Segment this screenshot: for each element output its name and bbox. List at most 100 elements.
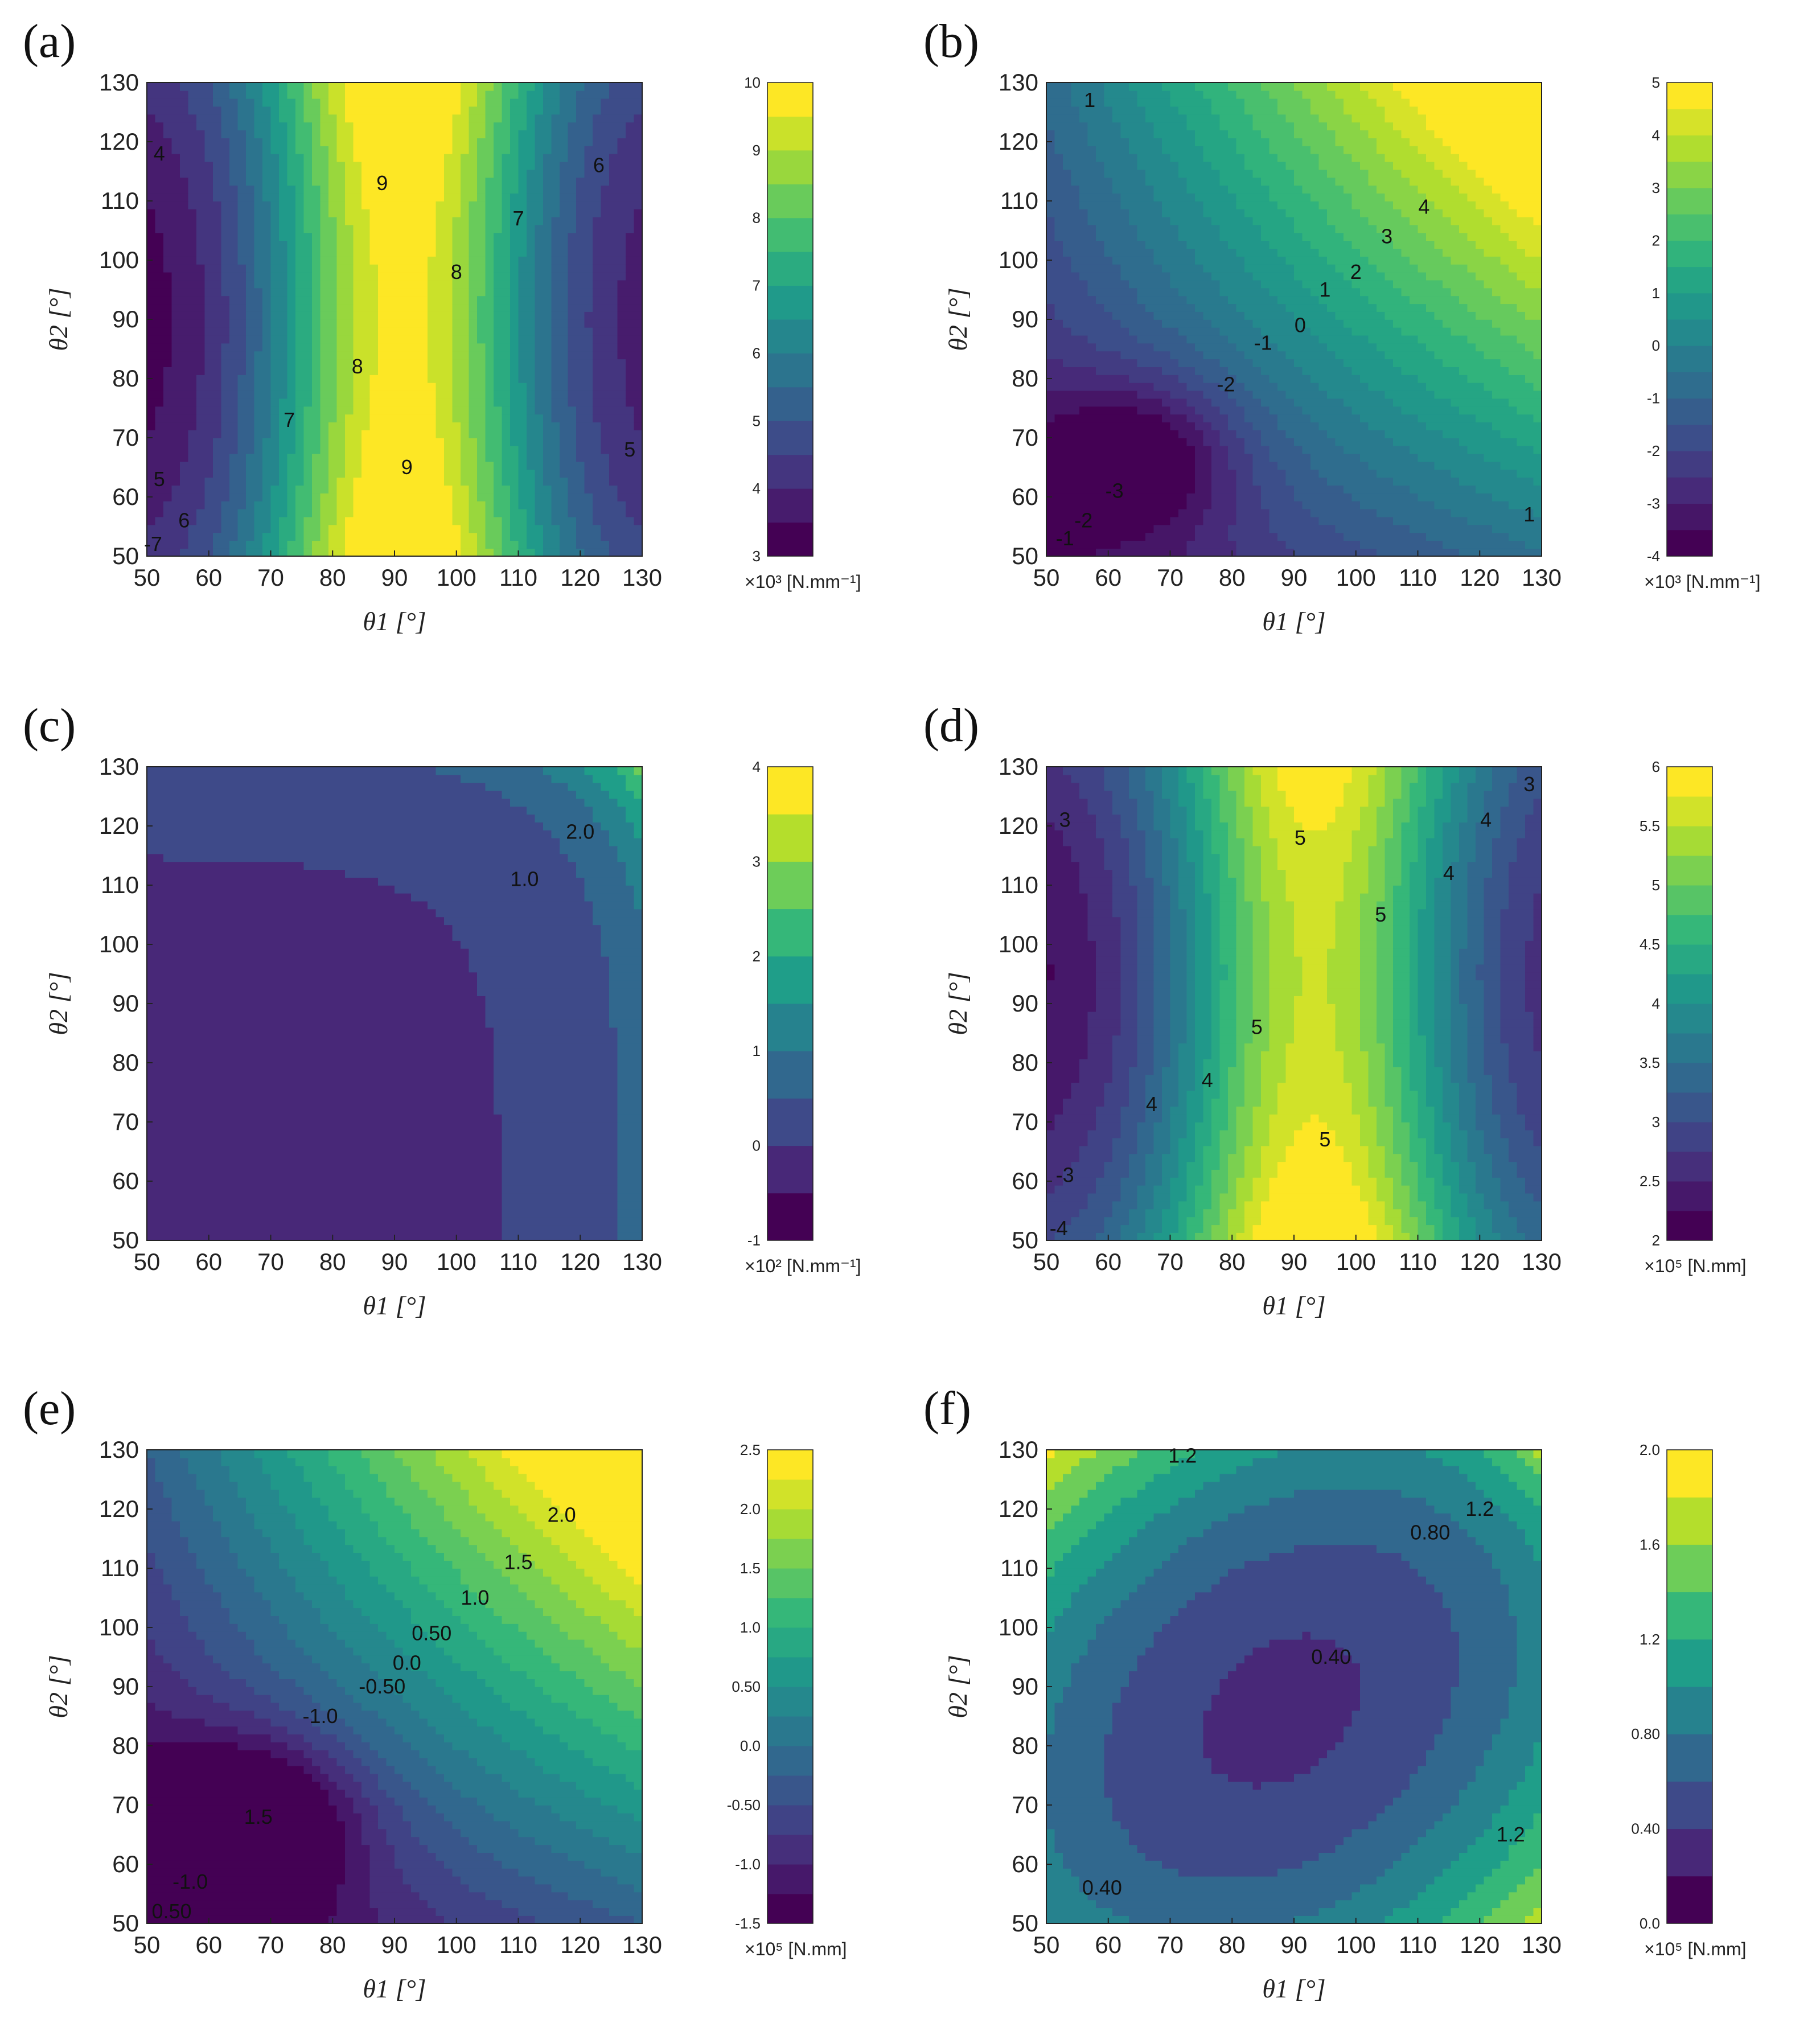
field-cell [369, 532, 379, 541]
field-cell [1054, 177, 1063, 186]
field-cell [270, 335, 280, 344]
field-cell [1170, 540, 1179, 549]
field-cell [1195, 106, 1204, 115]
field-cell [237, 303, 246, 312]
field-cell [1120, 445, 1129, 454]
field-cell [1203, 264, 1212, 273]
field-cell [287, 516, 296, 525]
field-cell [369, 201, 379, 209]
field-cell [320, 161, 329, 170]
field-cell [634, 98, 643, 107]
field-cell [518, 445, 527, 454]
field-cell [1096, 524, 1105, 533]
field-cell [155, 185, 164, 194]
field-cell [287, 138, 296, 146]
field-cell [560, 248, 569, 257]
field-cell [551, 548, 560, 557]
field-cell [617, 500, 626, 509]
field-cell [254, 485, 263, 494]
field-cell [601, 351, 610, 360]
field-cell [1186, 311, 1195, 320]
field-cell [386, 130, 395, 138]
field-cell [171, 406, 180, 415]
field-cell [518, 359, 527, 367]
field-cell [593, 303, 602, 312]
field-cell [402, 493, 412, 501]
field-cell [213, 524, 222, 533]
field-cell [402, 240, 412, 249]
field-cell [1162, 161, 1171, 170]
field-cell [1063, 122, 1072, 130]
field-cell [279, 359, 288, 367]
field-cell [204, 540, 213, 549]
field-cell [634, 232, 643, 241]
field-cell [502, 83, 511, 91]
field-cell [576, 319, 585, 328]
field-cell [171, 185, 180, 194]
field-cell [510, 177, 519, 186]
field-cell [1120, 540, 1129, 549]
field-cell [155, 438, 164, 446]
field-cell [411, 256, 420, 265]
field-cell [1104, 524, 1113, 533]
field-cell [1162, 540, 1171, 549]
field-cell [246, 83, 255, 91]
field-cell [485, 240, 494, 249]
field-cell [1186, 508, 1195, 517]
field-cell [477, 485, 486, 494]
field-cell [1162, 493, 1171, 501]
field-cell [1178, 422, 1188, 430]
field-cell [494, 130, 503, 138]
field-cell [1129, 469, 1138, 478]
field-cell [1112, 548, 1121, 557]
field-cell [386, 287, 395, 297]
field-cell [634, 469, 643, 478]
field-cell [328, 327, 338, 336]
field-cell [270, 493, 280, 501]
field-cell [312, 461, 321, 470]
field-cell [213, 122, 222, 130]
field-cell [155, 193, 164, 202]
field-cell [196, 106, 206, 115]
field-cell [1211, 224, 1221, 233]
field-cell [229, 311, 239, 320]
field-cell [1203, 193, 1212, 202]
field-cell [461, 169, 470, 178]
y-tick-label: 130 [99, 69, 139, 96]
field-cell [609, 453, 618, 462]
field-cell [1145, 335, 1155, 344]
field-cell [229, 359, 239, 367]
field-cell [576, 422, 585, 430]
field-cell [270, 477, 280, 486]
field-cell [328, 122, 338, 130]
field-cell [246, 438, 255, 446]
field-cell [419, 485, 428, 494]
field-cell [494, 319, 503, 328]
field-cell [560, 485, 569, 494]
field-cell [1112, 390, 1121, 399]
field-cell [402, 500, 412, 509]
field-cell [1104, 106, 1113, 115]
field-cell [1063, 375, 1072, 383]
field-cell [163, 319, 172, 328]
field-cell [254, 406, 263, 415]
field-cell [229, 216, 239, 225]
field-cell [1203, 177, 1212, 186]
field-cell [518, 122, 527, 130]
field-cell [1203, 130, 1212, 138]
field-cell [617, 130, 626, 138]
field-cell [1162, 367, 1171, 375]
field-cell [551, 279, 560, 289]
field-cell [576, 414, 585, 423]
field-cell [494, 177, 503, 186]
field-cell [609, 287, 618, 297]
field-cell [188, 398, 197, 407]
field-cell [485, 287, 494, 297]
field-cell [593, 114, 602, 123]
field-cell [395, 524, 404, 533]
field-cell [461, 422, 470, 430]
field-cell [1153, 177, 1162, 186]
field-cell [1063, 208, 1072, 217]
field-cell [419, 90, 428, 99]
field-cell [584, 438, 593, 446]
